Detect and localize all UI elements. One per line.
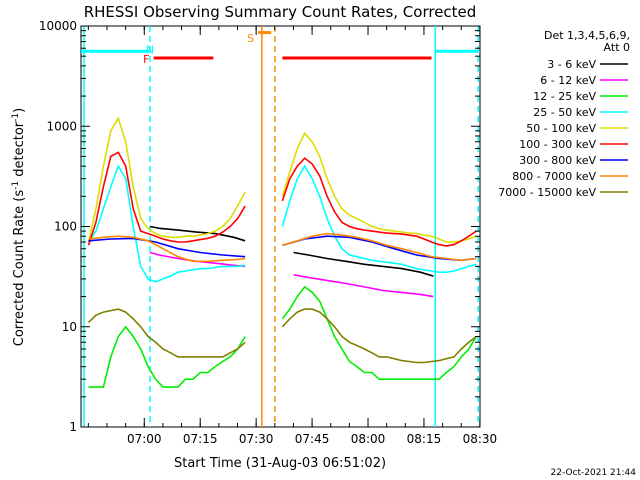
x-tick-label: 07:45: [295, 432, 330, 446]
x-axis: 07:00 07:15 07:30 07:45 08:00 08:15 08:30: [87, 26, 498, 446]
series-line-2: [88, 285, 477, 388]
x-tick-label: 08:30: [463, 432, 498, 446]
y-tick-label: 10: [62, 320, 77, 334]
series-line-3: [87, 164, 477, 283]
series-line-5: [87, 151, 477, 247]
legend-header-line-1: Det 1,3,4,5,6,9,: [544, 29, 630, 42]
series-line-7: [88, 232, 477, 263]
series-line-8: [87, 308, 477, 364]
y-axis-label-sup-2: -1: [11, 113, 21, 122]
legend-label-0: 3 - 6 keV: [547, 58, 596, 71]
x-tick-label: 08:00: [351, 432, 386, 446]
legend-label-8: 7000 - 15000 keV: [498, 186, 596, 199]
series-line-0: [149, 225, 434, 277]
y-tick-label: 100: [54, 220, 77, 234]
legend-label-1: 6 - 12 keV: [540, 74, 596, 87]
legend-label-6: 300 - 800 keV: [519, 154, 596, 167]
x-tick-label: 08:15: [407, 432, 442, 446]
y-axis-label: Corrected Count Rate (s-1 detector-1): [11, 108, 27, 346]
y-tick-label: 1000: [46, 119, 77, 133]
flag-label-N: N: [146, 44, 154, 57]
legend-header-line-2: Att 0: [604, 41, 630, 54]
timestamp: 22-Oct-2021 21:44: [551, 468, 637, 478]
y-axis-label-mid: detector: [12, 121, 27, 181]
legend-label-3: 25 - 50 keV: [533, 106, 596, 119]
flag-label-F: F: [143, 53, 149, 66]
flag-label-S: S: [247, 32, 254, 45]
legend-label-5: 100 - 300 keV: [519, 138, 596, 151]
chart-title: RHESSI Observing Summary Count Rates, Co…: [84, 3, 477, 21]
x-axis-label: Start Time (31-Aug-03 06:51:02): [174, 456, 386, 471]
series-line-4: [87, 116, 477, 243]
y-tick-label: 10000: [39, 19, 77, 33]
legend-label-7: 800 - 7000 keV: [512, 170, 596, 183]
legend: Det 1,3,4,5,6,9, Att 0 3 - 6 keV 6 - 12 k…: [498, 29, 630, 199]
x-tick-label: 07:30: [239, 432, 274, 446]
legend-label-4: 50 - 100 keV: [526, 122, 596, 135]
plot-area: NF S: [80, 25, 481, 428]
legend-label-2: 12 - 25 keV: [533, 90, 596, 103]
y-axis: 1 10 100 1000 10000: [39, 19, 480, 434]
x-tick-label: 07:00: [127, 432, 162, 446]
x-tick-label: 07:15: [183, 432, 218, 446]
y-axis-label-sup-1: -1: [11, 181, 21, 190]
y-tick-label: 1: [69, 420, 77, 434]
y-axis-label-end: ): [12, 108, 27, 113]
y-axis-label-main: Corrected Count Rate (s: [12, 190, 27, 347]
